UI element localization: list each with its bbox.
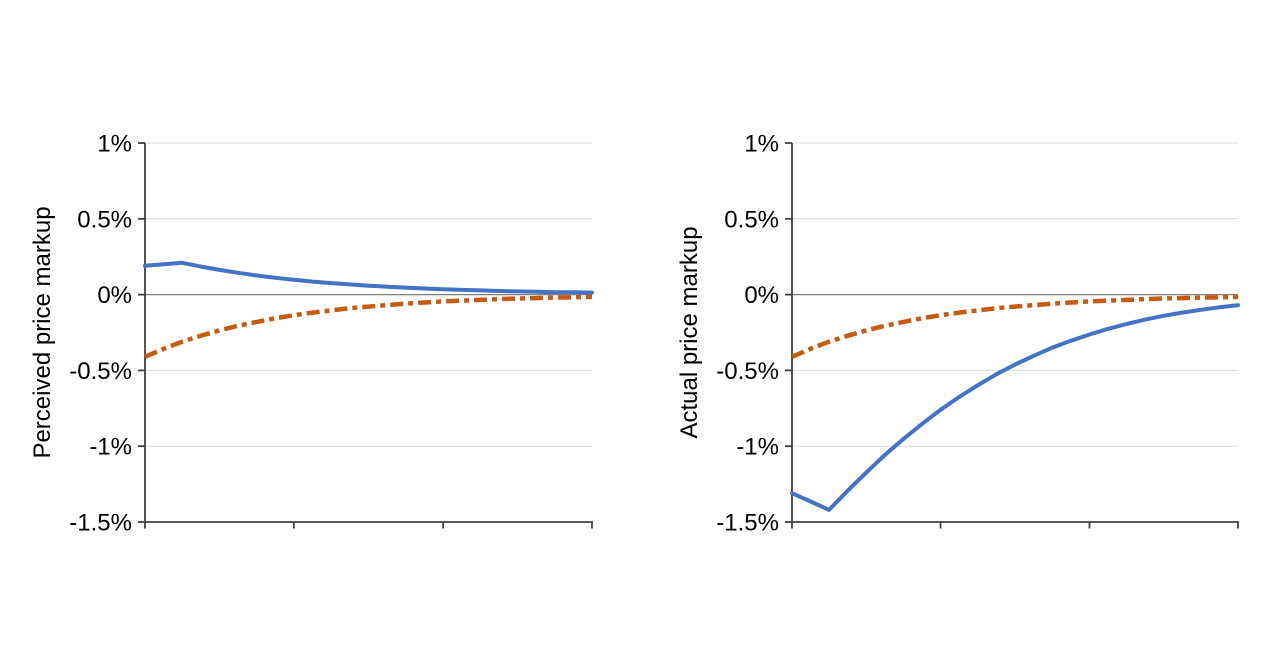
chart-actual-price-markup: 1% 0.5% 0% -0.5% -1% -1.5% Actual price marku…	[676, 131, 1240, 537]
y-tick-label: -1.5%	[69, 510, 132, 537]
y-tick-label: -1.5%	[716, 510, 779, 537]
y-axis-title-perceived-price-markup: Perceived price markup	[29, 206, 56, 458]
series-line-perceived-markup-dashdot-orange	[144, 294, 593, 359]
y-tick-label: 1%	[744, 131, 779, 158]
chart-perceived-price-markup: 1% 0.5% 0% -0.5% -1% -1.5% Perceived price ma…	[29, 131, 594, 537]
series-line-perceived-markup-solid-blue	[143, 260, 594, 295]
series-line-actual-markup-dashdot-orange	[791, 294, 1239, 359]
chart-left-render-area: 1% 0.5% 0% -0.5% -1% -1.5%	[69, 131, 594, 537]
y-tick-label: -0.5%	[716, 358, 779, 385]
series-line-actual-markup-solid-blue	[790, 303, 1240, 512]
y-tick-label: -0.5%	[69, 358, 132, 385]
y-tick-label: -1%	[89, 434, 132, 461]
y-tick-label: 0%	[97, 282, 132, 309]
chart-right-render-area: 1% 0.5% 0% -0.5% -1% -1.5%	[716, 131, 1240, 537]
y-tick-label: -1%	[736, 434, 779, 461]
y-axis-title-actual-price-markup: Actual price markup	[676, 226, 703, 438]
y-tick-label: 0.5%	[77, 206, 132, 233]
y-tick-label: 0%	[744, 282, 779, 309]
y-tick-label: 1%	[97, 131, 132, 158]
y-tick-label: 0.5%	[724, 206, 779, 233]
